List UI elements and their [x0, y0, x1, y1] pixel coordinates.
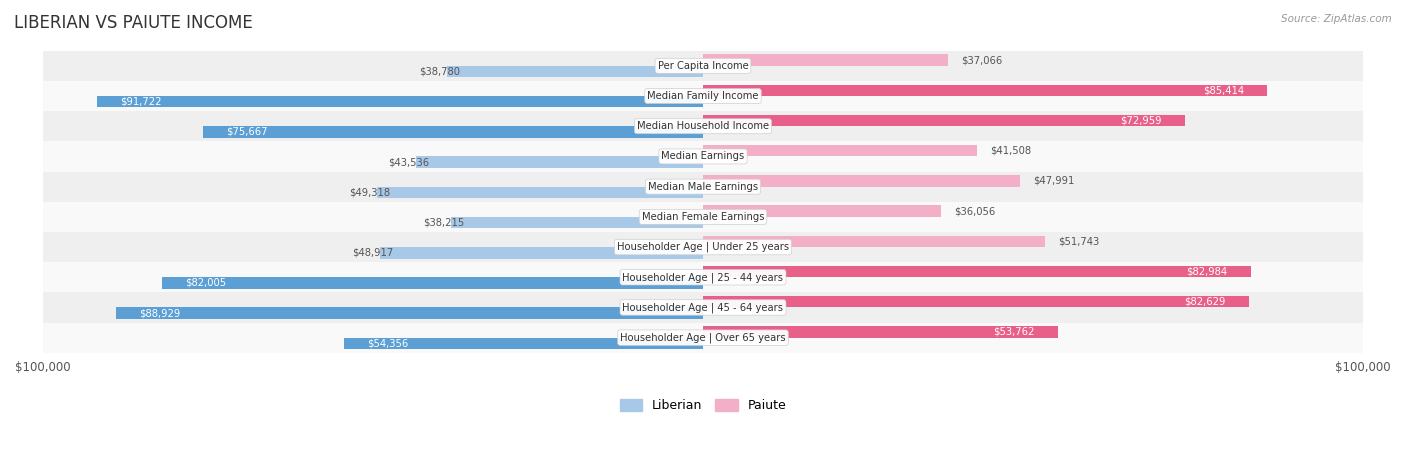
Bar [42, 323, 1364, 353]
Text: Median Household Income: Median Household Income [637, 121, 769, 131]
Bar [703, 326, 1057, 338]
Bar [703, 175, 1019, 187]
Text: $51,743: $51,743 [1057, 236, 1099, 246]
Bar [703, 296, 1249, 307]
Bar [42, 51, 1364, 81]
Bar [42, 202, 1364, 232]
Bar [162, 277, 703, 289]
Text: $82,629: $82,629 [1184, 297, 1226, 307]
Bar [42, 262, 1364, 292]
Text: $43,536: $43,536 [388, 157, 429, 167]
Legend: Liberian, Paiute: Liberian, Paiute [614, 394, 792, 417]
Text: $38,780: $38,780 [419, 67, 460, 77]
Bar [377, 187, 703, 198]
Text: $75,667: $75,667 [226, 127, 269, 137]
Bar [344, 338, 703, 349]
Bar [42, 142, 1364, 171]
Bar [703, 115, 1185, 126]
Bar [380, 247, 703, 259]
Text: Median Female Earnings: Median Female Earnings [641, 212, 765, 222]
Text: Householder Age | Over 65 years: Householder Age | Over 65 years [620, 333, 786, 343]
Bar [703, 266, 1251, 277]
Text: $54,356: $54,356 [367, 339, 409, 348]
Text: $53,762: $53,762 [994, 327, 1035, 337]
Text: Source: ZipAtlas.com: Source: ZipAtlas.com [1281, 14, 1392, 24]
Text: LIBERIAN VS PAIUTE INCOME: LIBERIAN VS PAIUTE INCOME [14, 14, 253, 32]
Text: Householder Age | 25 - 44 years: Householder Age | 25 - 44 years [623, 272, 783, 283]
Text: $82,005: $82,005 [184, 278, 226, 288]
Text: $38,215: $38,215 [423, 218, 464, 227]
Text: Householder Age | 45 - 64 years: Householder Age | 45 - 64 years [623, 302, 783, 313]
Text: Householder Age | Under 25 years: Householder Age | Under 25 years [617, 242, 789, 252]
Text: $37,066: $37,066 [960, 55, 1002, 65]
Bar [42, 171, 1364, 202]
Bar [416, 156, 703, 168]
Text: $48,917: $48,917 [352, 248, 394, 258]
Text: $36,056: $36,056 [955, 206, 995, 216]
Text: Per Capita Income: Per Capita Income [658, 61, 748, 71]
Text: $47,991: $47,991 [1033, 176, 1074, 186]
Text: $49,318: $49,318 [350, 187, 391, 198]
Bar [703, 85, 1267, 96]
Bar [115, 307, 703, 319]
Bar [42, 292, 1364, 323]
Text: Median Earnings: Median Earnings [661, 151, 745, 162]
Text: $85,414: $85,414 [1202, 85, 1244, 95]
Bar [703, 54, 948, 66]
Text: $91,722: $91,722 [121, 97, 162, 107]
Bar [97, 96, 703, 107]
Bar [703, 145, 977, 156]
Bar [447, 66, 703, 78]
Bar [42, 111, 1364, 142]
Text: Median Family Income: Median Family Income [647, 91, 759, 101]
Text: $88,929: $88,929 [139, 308, 180, 318]
Text: $41,508: $41,508 [990, 146, 1032, 156]
Bar [42, 81, 1364, 111]
Text: $82,984: $82,984 [1187, 267, 1227, 276]
Bar [451, 217, 703, 228]
Bar [204, 126, 703, 138]
Bar [42, 232, 1364, 262]
Text: Median Male Earnings: Median Male Earnings [648, 182, 758, 191]
Text: $72,959: $72,959 [1121, 115, 1161, 126]
Bar [703, 205, 941, 217]
Bar [703, 235, 1045, 247]
